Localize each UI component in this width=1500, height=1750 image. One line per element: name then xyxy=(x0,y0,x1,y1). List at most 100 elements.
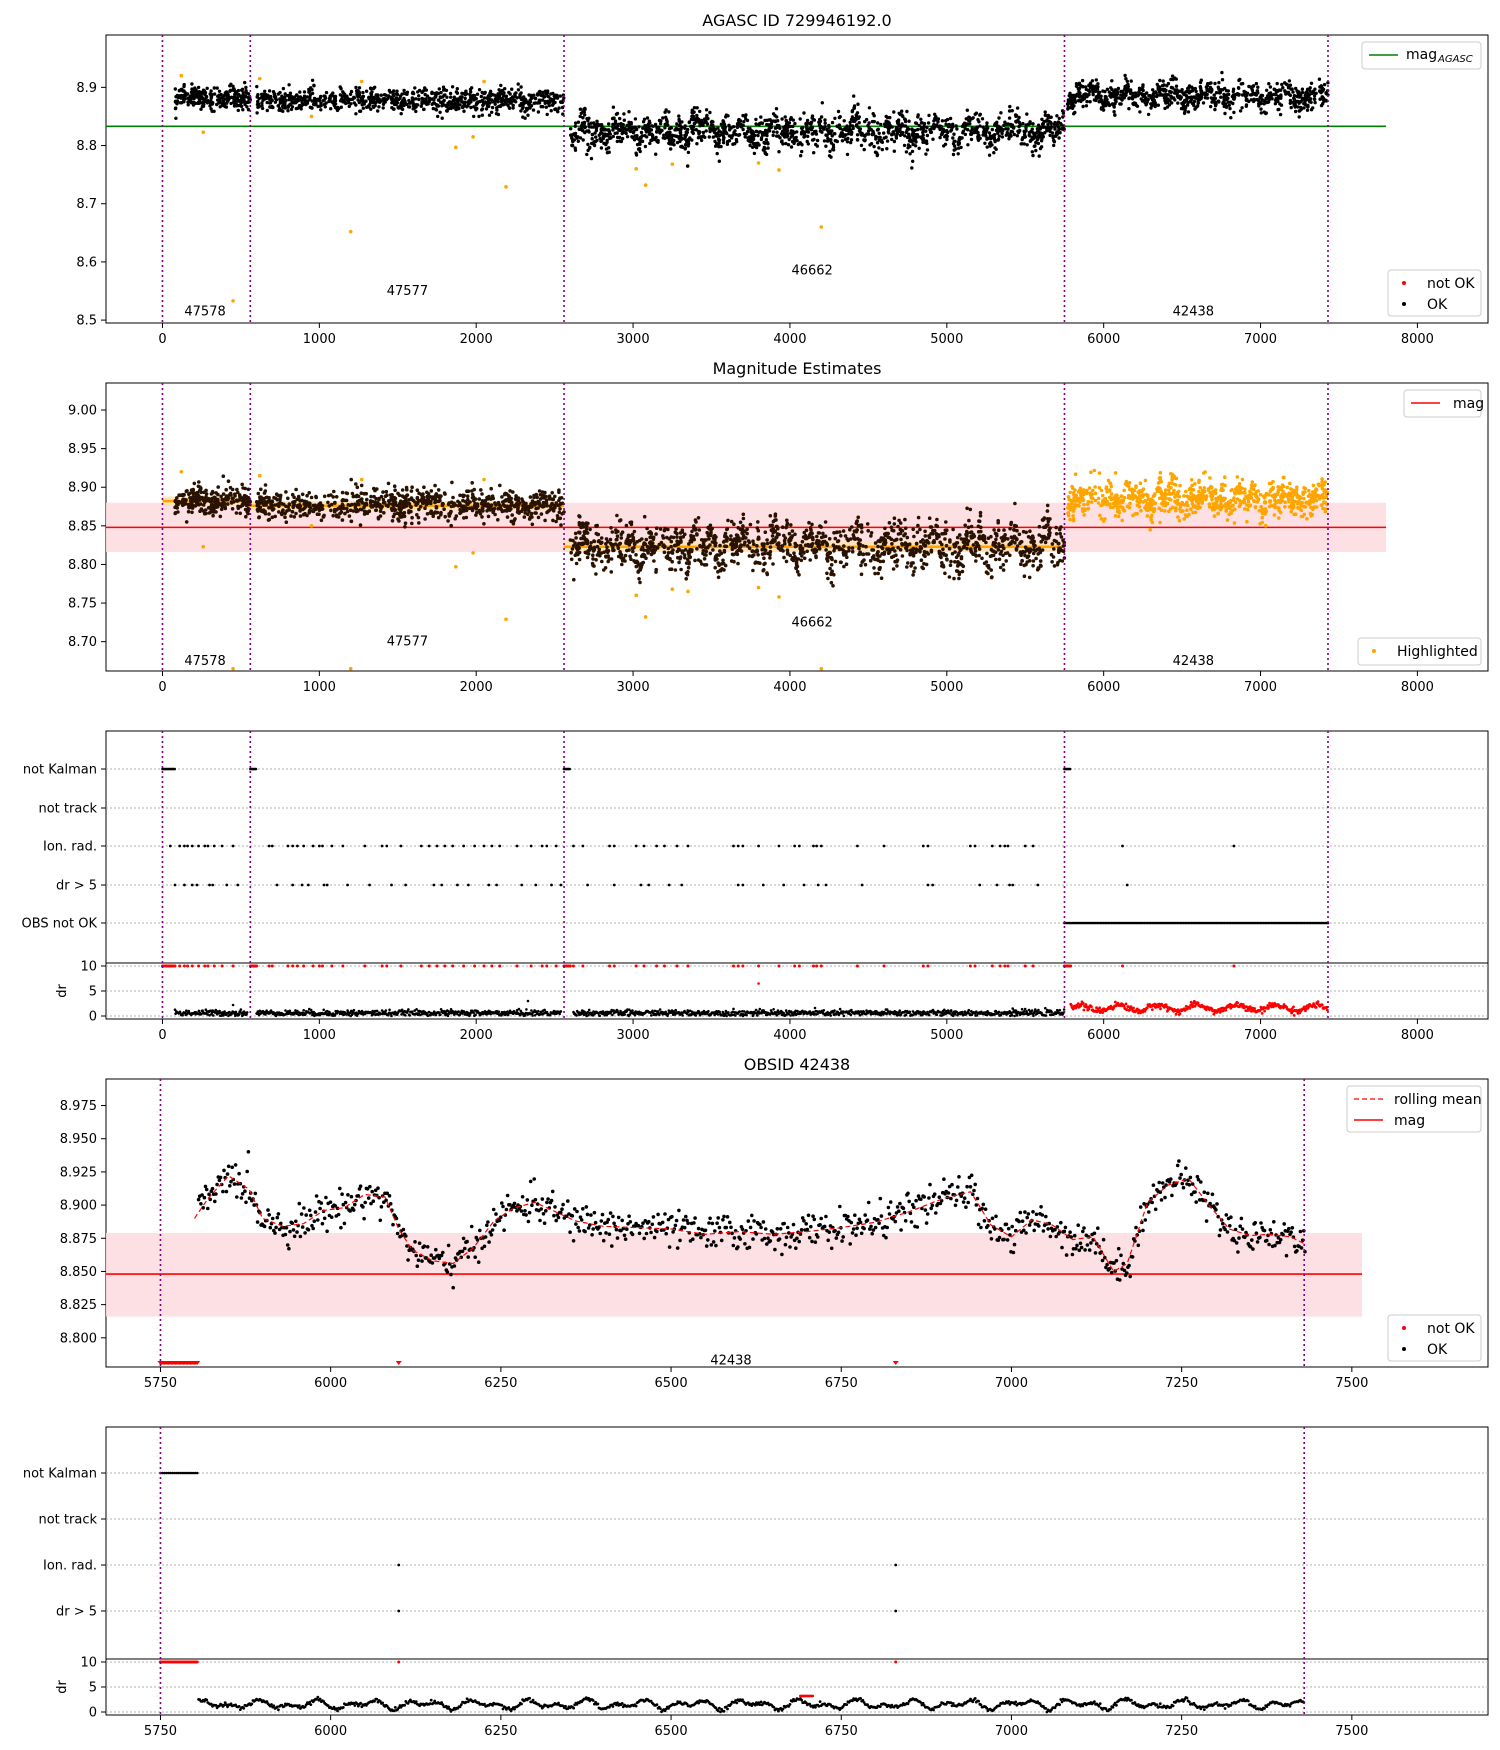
mag-point xyxy=(537,489,542,493)
ok-point xyxy=(848,123,853,128)
mag-point xyxy=(1004,559,1008,563)
ok-point xyxy=(703,135,707,139)
ok-point xyxy=(823,121,827,125)
mag-point xyxy=(911,527,915,532)
ok-point xyxy=(1324,91,1328,95)
ok-point xyxy=(892,139,897,144)
ok-point xyxy=(490,105,495,110)
mag-point xyxy=(206,506,211,510)
mag-point xyxy=(864,544,868,549)
ok-point xyxy=(892,110,896,114)
ok-point xyxy=(487,113,492,117)
mag-point xyxy=(514,497,518,502)
ok-point xyxy=(461,100,465,104)
mag-point xyxy=(303,511,307,516)
ok-point xyxy=(1318,89,1322,94)
ok-point xyxy=(851,126,855,131)
mag-point xyxy=(675,535,679,539)
ok-point xyxy=(618,139,622,143)
ok-point xyxy=(308,95,312,99)
ok-point xyxy=(678,120,682,124)
mag-point xyxy=(269,506,274,510)
ok-point xyxy=(655,125,659,129)
ok-point xyxy=(850,109,854,114)
ok-point xyxy=(1162,83,1166,87)
mag-point xyxy=(199,490,203,495)
ok-point xyxy=(871,129,875,134)
ok-point xyxy=(459,95,463,99)
ok-point xyxy=(1097,100,1101,104)
ok-point xyxy=(1167,103,1172,107)
ok-point xyxy=(209,89,213,93)
ok-point xyxy=(411,102,415,106)
mag-point xyxy=(390,519,395,523)
ok-point xyxy=(444,88,449,93)
ok-point xyxy=(581,116,585,120)
ok-point xyxy=(825,133,829,138)
ok-point xyxy=(648,132,652,136)
mag-point xyxy=(895,564,899,568)
ok-point xyxy=(975,126,979,130)
mag-point xyxy=(489,497,493,501)
ok-point xyxy=(221,103,225,108)
mag-point xyxy=(257,515,261,520)
ok-point xyxy=(684,130,688,134)
ok-point xyxy=(914,121,919,126)
ok-point xyxy=(598,136,602,141)
mag-point xyxy=(1013,501,1017,506)
ok-point xyxy=(582,110,586,114)
mag-point xyxy=(538,497,543,501)
ok-point xyxy=(926,121,931,125)
mag-point xyxy=(238,511,242,516)
ok-point xyxy=(765,118,769,123)
mag-point xyxy=(280,512,284,517)
ok-point xyxy=(538,98,542,103)
ok-point xyxy=(576,139,580,143)
panel-agasc-xtick-label: 8000 xyxy=(1401,332,1434,347)
ok-point xyxy=(977,120,981,124)
ok-point xyxy=(795,139,799,143)
ok-point xyxy=(276,104,281,108)
mag-point xyxy=(551,518,555,523)
ok-point xyxy=(786,121,790,125)
highlight-point xyxy=(359,79,364,84)
ok-point xyxy=(594,128,599,133)
ok-point xyxy=(655,139,659,144)
ok-point xyxy=(791,132,795,136)
ok-point xyxy=(866,129,871,133)
ok-point xyxy=(511,103,515,108)
ok-point xyxy=(312,83,316,88)
ok-point xyxy=(1073,97,1077,102)
ok-point xyxy=(879,122,883,127)
ok-point xyxy=(1222,104,1226,109)
mag-point xyxy=(256,491,261,496)
ok-point xyxy=(1288,83,1293,87)
ok-point xyxy=(183,91,187,95)
ok-point xyxy=(233,92,237,97)
ok-point xyxy=(237,103,241,108)
ok-point xyxy=(635,136,639,140)
ok-point xyxy=(875,153,879,158)
ok-point xyxy=(745,130,750,134)
ok-point xyxy=(387,88,392,93)
ok-point xyxy=(803,130,807,134)
ok-point xyxy=(1220,78,1225,82)
ok-point xyxy=(392,89,396,93)
ok-point xyxy=(910,166,914,170)
ok-point xyxy=(826,136,830,141)
panel-agasc-xtick-label: 1000 xyxy=(303,332,336,347)
ok-point xyxy=(809,120,814,125)
ok-point xyxy=(1097,95,1102,99)
ok-point xyxy=(586,142,590,147)
ok-point xyxy=(1104,103,1108,108)
mag-point xyxy=(236,506,241,511)
mag-point xyxy=(378,509,383,513)
ok-point xyxy=(1166,98,1171,103)
mag-point xyxy=(768,553,772,557)
ok-point xyxy=(283,98,287,103)
ok-point xyxy=(1169,85,1174,90)
mag-point xyxy=(832,549,836,553)
panel-agasc-xtick-label: 5000 xyxy=(930,332,963,347)
ok-point xyxy=(1185,103,1190,107)
